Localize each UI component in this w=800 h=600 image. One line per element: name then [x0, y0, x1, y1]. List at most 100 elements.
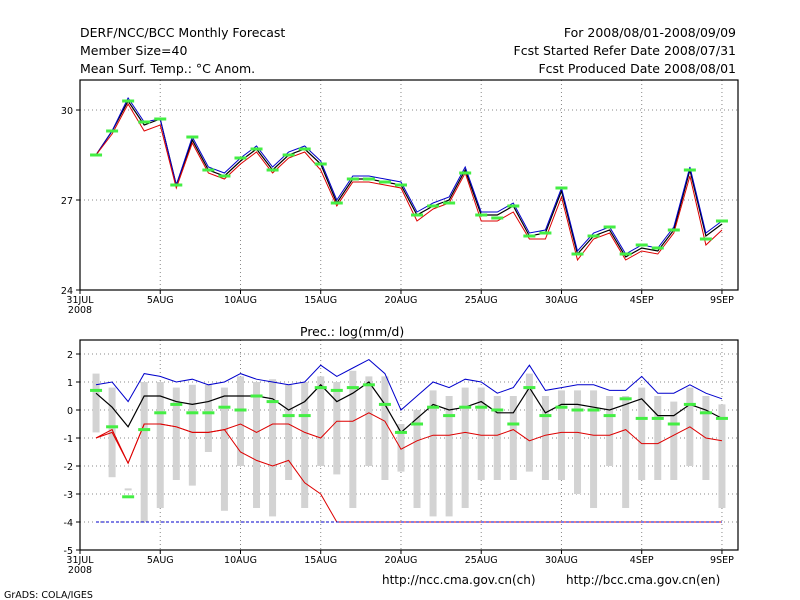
temp-observed-marker — [170, 183, 183, 187]
temp-series-mean — [95, 99, 723, 258]
prec-ytick-label: -3 — [64, 490, 73, 501]
prec-xtick-label: 5AUG — [147, 555, 174, 566]
temp-observed-marker — [154, 117, 167, 121]
prec-xtick-label: 10AUG — [224, 555, 257, 566]
temp-xtick-label: 31JUL — [66, 295, 94, 306]
produced-date: Fcst Produced Date 2008/08/01 — [538, 61, 736, 76]
prec-observed-marker — [667, 422, 680, 426]
prec-spread-box — [590, 390, 598, 508]
prec-observed-marker — [587, 408, 600, 412]
temp-observed-marker — [427, 204, 440, 208]
prec-observed-marker — [170, 402, 183, 406]
temp-observed-marker — [106, 129, 119, 133]
prec-series-mean — [95, 381, 723, 434]
prec-spread-box — [493, 396, 501, 480]
temp-observed-marker — [587, 234, 600, 238]
prec-observed-marker — [683, 402, 696, 406]
prec-observed-marker — [715, 416, 728, 420]
prec-observed-marker — [234, 408, 247, 412]
temp-series-lower — [95, 102, 723, 262]
prec-xtick-label: 9SEP — [710, 555, 734, 566]
temp-observed-marker — [619, 252, 632, 256]
prec-observed-marker — [491, 408, 504, 412]
prec-observed-marker — [651, 416, 664, 420]
prec-spread-box — [638, 387, 646, 480]
prec-spread-box — [317, 376, 325, 466]
prec-spread-box — [525, 373, 533, 472]
prec-observed-marker — [186, 411, 199, 415]
prec-ytick-label: -1 — [64, 434, 73, 445]
temp-observed-marker — [218, 174, 231, 178]
prec-observed-marker — [507, 422, 520, 426]
temp-xtick-label: 15AUG — [304, 295, 337, 306]
temp-series-upper — [95, 96, 723, 255]
prec-observed-marker — [138, 428, 151, 432]
prec-spread-box — [654, 396, 662, 480]
temp-xtick-label: 10AUG — [224, 295, 257, 306]
temp-observed-marker — [186, 135, 199, 139]
prec-spread-box — [397, 424, 405, 472]
prec-observed-marker — [330, 388, 343, 392]
prec-xtick-label: 30AUG — [545, 555, 578, 566]
temp-observed-marker — [394, 183, 407, 187]
figure-title: DERF/NCC/BCC Monthly Forecast — [80, 25, 285, 40]
prec-spread-box — [365, 376, 373, 466]
temp-observed-marker — [507, 204, 520, 208]
prec-observed-marker — [90, 388, 103, 392]
prec-spread-box — [204, 384, 212, 452]
temp-xtick-label: 5AUG — [147, 295, 174, 306]
prec-observed-marker — [394, 430, 407, 434]
prec-spread-box — [461, 387, 469, 508]
temp-ytick-label: 24 — [61, 286, 73, 297]
temp-observed-marker — [603, 225, 616, 229]
prec-spread-box — [172, 387, 180, 480]
forecast-period: For 2008/08/01-2008/09/09 — [564, 25, 736, 40]
prec-observed-marker — [635, 416, 648, 420]
temp-observed-marker — [715, 219, 728, 223]
prec-spread-box — [124, 488, 132, 491]
temp-observed-marker — [122, 99, 135, 103]
prec-spread-box — [253, 382, 261, 508]
prec-observed-marker — [314, 386, 327, 390]
temp-year-label: 2008 — [68, 305, 92, 316]
temp-observed-marker — [571, 252, 584, 256]
temp-observed-marker — [266, 168, 279, 172]
temp-xtick-label: 30AUG — [545, 295, 578, 306]
temp-observed-marker — [555, 186, 568, 190]
temp-observed-marker — [651, 246, 664, 250]
prec-spread-box — [477, 387, 485, 480]
prec-spread-box — [381, 376, 389, 480]
temp-observed-marker — [683, 168, 696, 172]
prec-spread-box — [188, 384, 196, 486]
prec-spread-box — [574, 390, 582, 494]
precipitation-panel: 31JUL 5AUG 10AUG 15AUG 20AUG 25AUG 30AUG 4SEP 9S… — [64, 339, 739, 576]
temp-observed-marker — [282, 153, 295, 157]
temp-observed-marker — [314, 162, 327, 166]
prec-ytick-label: 1 — [67, 378, 73, 389]
temp-observed-marker — [378, 180, 391, 184]
temp-observed-marker — [202, 168, 215, 172]
prec-spread-box — [220, 387, 228, 511]
refer-date: Fcst Started Refer Date 2008/07/31 — [514, 43, 737, 58]
prec-observed-marker — [539, 414, 552, 418]
prec-spread-box — [269, 379, 277, 517]
url-ch: http://ncc.cma.gov.cn(ch) — [382, 573, 536, 587]
prec-observed-marker — [154, 411, 167, 415]
prec-xtick-label: 4SEP — [630, 555, 654, 566]
prec-spread-box — [285, 384, 293, 480]
prec-observed-marker — [122, 495, 135, 499]
prec-year-label: 2008 — [68, 565, 92, 576]
temp-observed-marker — [491, 216, 504, 220]
prec-observed-marker — [362, 383, 375, 387]
member-size: Member Size=40 — [80, 43, 187, 58]
prec-spread-box — [606, 396, 614, 466]
temp-ytick-label: 27 — [61, 196, 73, 207]
prec-spread-box — [429, 390, 437, 517]
prec-spread-box — [718, 404, 726, 508]
temp-observed-marker — [90, 153, 103, 157]
prec-observed-marker — [427, 405, 440, 409]
prec-xtick-label: 20AUG — [385, 555, 418, 566]
temp-frame — [79, 79, 739, 291]
prec-spread-box — [301, 382, 309, 508]
